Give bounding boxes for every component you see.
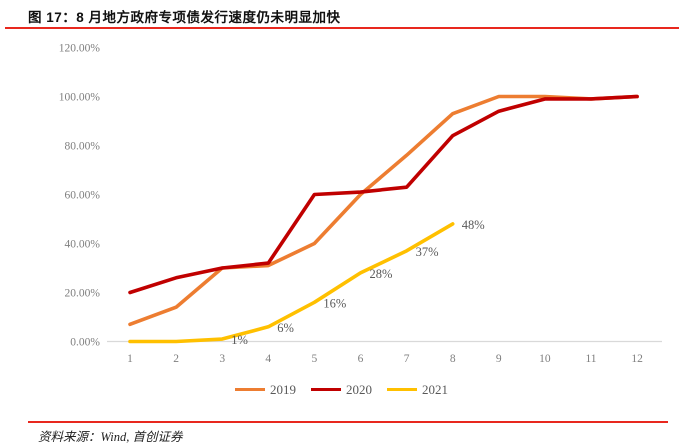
y-tick-label: 20.00% bbox=[65, 288, 101, 300]
x-tick-label: 7 bbox=[404, 353, 410, 365]
series-line-2021 bbox=[128, 222, 455, 344]
footer-rule bbox=[28, 421, 668, 423]
source-note: 资料来源：Wind, 首创证券 bbox=[38, 430, 183, 443]
x-tick-label: 10 bbox=[539, 353, 551, 365]
series-line-2019 bbox=[128, 94, 639, 327]
x-tick-label: 2 bbox=[173, 353, 179, 365]
legend-label-2021: 2021 bbox=[422, 382, 448, 397]
data-label: 1% bbox=[231, 333, 248, 347]
x-tick-label: 6 bbox=[358, 353, 364, 365]
data-label: 6% bbox=[277, 321, 294, 335]
x-tick-label: 5 bbox=[312, 353, 318, 365]
x-tick-label: 11 bbox=[585, 353, 596, 365]
legend-key-2019 bbox=[235, 387, 265, 392]
legend-key-2020 bbox=[311, 387, 341, 392]
x-tick-label: 9 bbox=[496, 353, 502, 365]
legend-item-2019: 2019 bbox=[235, 383, 296, 396]
data-label: 48% bbox=[462, 218, 485, 232]
x-tick-label: 8 bbox=[450, 353, 456, 365]
data-label: 16% bbox=[323, 296, 346, 310]
legend-label-2019: 2019 bbox=[270, 382, 296, 397]
y-tick-label: 80.00% bbox=[65, 141, 101, 153]
data-label: 28% bbox=[370, 267, 393, 281]
y-tick-label: 100.00% bbox=[59, 92, 101, 104]
y-tick-label: 40.00% bbox=[65, 239, 101, 251]
y-tick-label: 60.00% bbox=[65, 190, 101, 202]
x-tick-label: 1 bbox=[127, 353, 133, 365]
legend-item-2021: 2021 bbox=[387, 383, 448, 396]
series-line-2020 bbox=[128, 94, 639, 295]
x-tick-label: 3 bbox=[219, 353, 225, 365]
legend-label-2020: 2020 bbox=[346, 382, 372, 397]
x-tick-label: 12 bbox=[631, 353, 643, 365]
y-tick-label: 120.00% bbox=[59, 43, 101, 55]
line-chart: 0.00% 20.00% 40.00% 60.00% 80.00% 100.00% 120.… bbox=[59, 43, 662, 365]
chart-legend: 2019 2020 2021 bbox=[0, 381, 683, 398]
figure-title: 图 17：8 月地方政府专项债发行速度仍未明显加快 bbox=[28, 10, 341, 25]
legend-key-2021 bbox=[387, 387, 417, 392]
legend-item-2020: 2020 bbox=[311, 383, 372, 396]
title-rule bbox=[5, 27, 679, 29]
x-tick-label: 4 bbox=[265, 353, 271, 365]
data-label: 37% bbox=[416, 245, 439, 259]
y-tick-label: 0.00% bbox=[70, 337, 100, 349]
